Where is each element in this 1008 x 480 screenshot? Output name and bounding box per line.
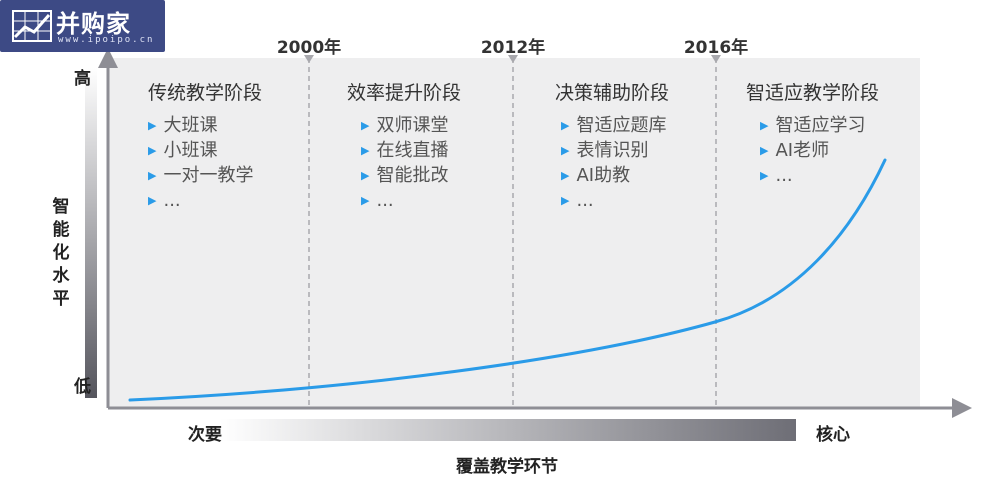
- list-item: ▶ 一对一教学: [148, 165, 254, 186]
- stage-title: 传统教学阶段: [148, 82, 263, 104]
- stage-item-list: ▶ 双师课堂 ▶ 在线直播 ▶ 智能批改 ▶...: [347, 113, 461, 213]
- x-axis-left-label: 次要: [188, 425, 222, 445]
- triangle-bullet-icon: ▶: [148, 169, 157, 182]
- stage-item-list: ▶ 大班课 ▶ 小班课 ▶ 一对一教学 ▶...: [148, 113, 262, 213]
- y-axis-gradient-bar: [85, 68, 97, 398]
- milestone-year-1: 2000年: [276, 38, 342, 58]
- stage-item-list: ▶ 智适应题库 ▶ 表情识别 ▶ AI助教 ▶...: [555, 113, 669, 213]
- stage-title: 智适应教学阶段: [746, 82, 880, 104]
- milestone-year-2: 2012年: [480, 38, 546, 58]
- milestone-marker-icon: [711, 55, 721, 63]
- triangle-bullet-icon: ▶: [561, 119, 570, 132]
- triangle-bullet-icon: ▶: [760, 144, 769, 157]
- list-item: ▶ AI助教: [561, 165, 631, 186]
- logo-url: www.ipoipo.cn: [58, 35, 155, 45]
- background-panel: [108, 58, 920, 408]
- list-item: ▶...: [148, 190, 181, 211]
- list-item: ▶ 表情识别: [561, 140, 649, 161]
- x-axis-title: 覆盖教学环节: [456, 457, 558, 477]
- list-item: ▶ AI老师: [760, 140, 830, 161]
- list-item: ▶ 智能批改: [361, 165, 449, 186]
- triangle-bullet-icon: ▶: [148, 119, 157, 132]
- stage-efficiency: 效率提升阶段 ▶ 双师课堂 ▶ 在线直播 ▶ 智能批改 ▶...: [347, 78, 461, 213]
- list-item: ▶...: [760, 165, 793, 186]
- stage-title: 决策辅助阶段: [555, 82, 670, 104]
- growth-curve: [128, 158, 887, 402]
- triangle-bullet-icon: ▶: [561, 169, 570, 182]
- milestone-marker-icon: [304, 55, 314, 63]
- triangle-bullet-icon: ▶: [760, 119, 769, 132]
- logo: 并购家 www.ipoipo.cn: [0, 0, 165, 52]
- stage-traditional: 传统教学阶段 ▶ 大班课 ▶ 小班课 ▶ 一对一教学 ▶...: [148, 78, 262, 213]
- triangle-bullet-icon: ▶: [148, 144, 157, 157]
- x-axis-right-label: 核心: [816, 425, 850, 445]
- stage-adaptive: 智适应教学阶段 ▶ 智适应学习 ▶ AI老师 ▶...: [746, 78, 879, 188]
- y-axis-low-label: 低: [74, 377, 91, 397]
- triangle-bullet-icon: ▶: [361, 119, 370, 132]
- triangle-bullet-icon: ▶: [760, 169, 769, 182]
- logo-name: 并购家: [56, 10, 131, 38]
- list-item: ▶ 大班课: [148, 115, 218, 136]
- chart-logo-icon: [12, 10, 52, 42]
- list-item: ▶ 智适应学习: [760, 115, 866, 136]
- list-item: ▶ 在线直播: [361, 140, 449, 161]
- triangle-bullet-icon: ▶: [361, 169, 370, 182]
- triangle-bullet-icon: ▶: [561, 194, 570, 207]
- milestone-year-3: 2016年: [683, 38, 749, 58]
- triangle-bullet-icon: ▶: [361, 194, 370, 207]
- x-axis-gradient-bar: [220, 419, 796, 441]
- y-axis-arrow-icon: [98, 48, 118, 68]
- x-axis-arrow-icon: [952, 398, 972, 418]
- triangle-bullet-icon: ▶: [148, 194, 157, 207]
- list-item: ▶...: [561, 190, 594, 211]
- stage-item-list: ▶ 智适应学习 ▶ AI老师 ▶...: [746, 113, 879, 188]
- list-item: ▶...: [361, 190, 394, 211]
- triangle-bullet-icon: ▶: [561, 144, 570, 157]
- y-axis-title: 智能化水平: [52, 197, 70, 309]
- stage-decision-support: 决策辅助阶段 ▶ 智适应题库 ▶ 表情识别 ▶ AI助教 ▶...: [555, 78, 669, 213]
- triangle-bullet-icon: ▶: [361, 144, 370, 157]
- list-item: ▶ 小班课: [148, 140, 218, 161]
- list-item: ▶ 智适应题库: [561, 115, 667, 136]
- stage-title: 效率提升阶段: [347, 82, 462, 104]
- list-item: ▶ 双师课堂: [361, 115, 449, 136]
- milestone-marker-icon: [508, 55, 518, 63]
- y-axis-high-label: 高: [74, 69, 91, 89]
